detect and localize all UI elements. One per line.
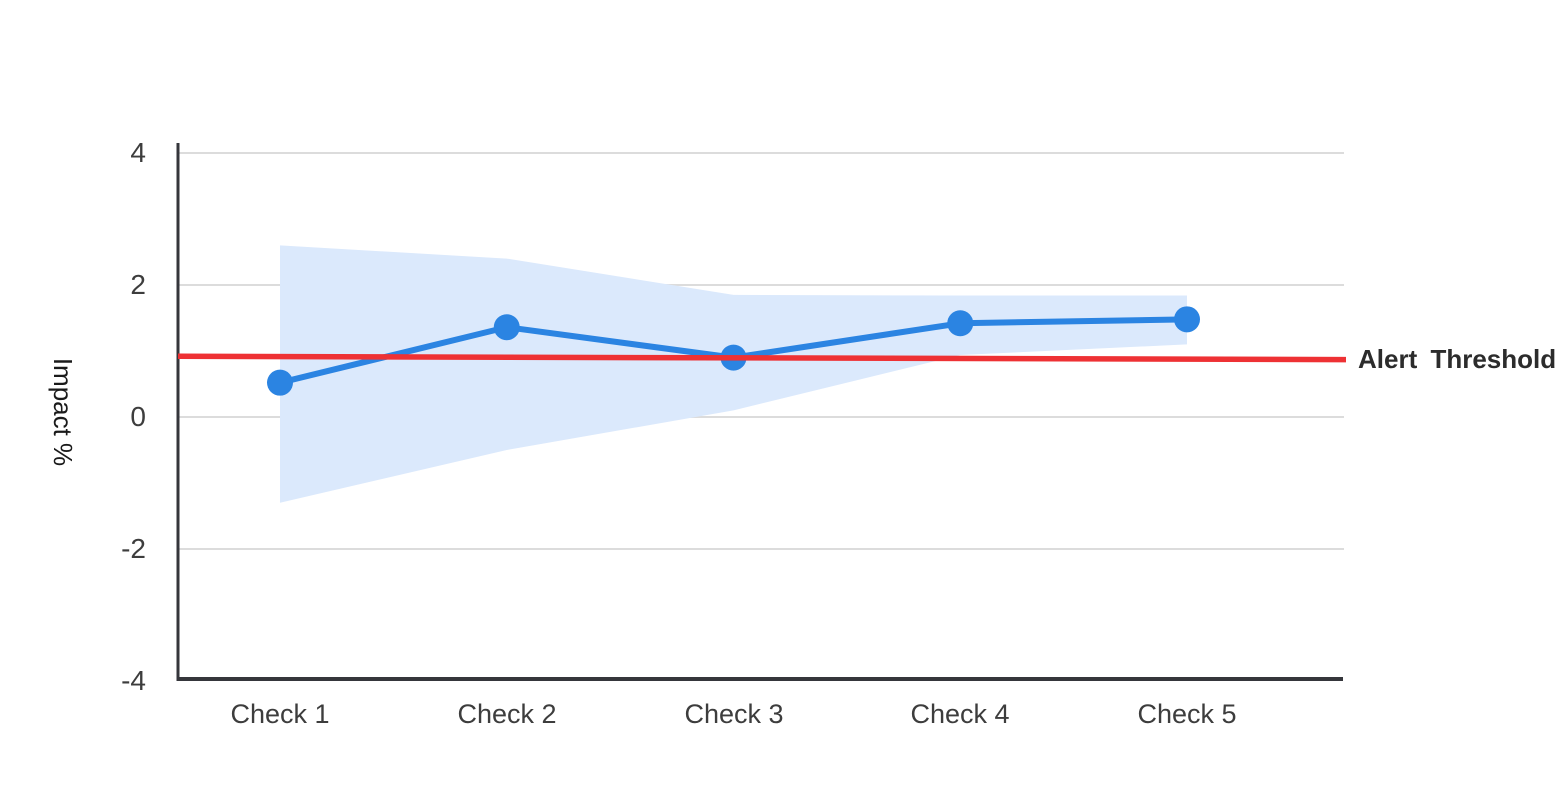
y-tick-label-2: 2 [130,269,146,300]
x-tick-label-check3: Check 3 [684,699,784,729]
data-point-2 [493,314,520,341]
x-tick-label-check1: Check 1 [230,699,330,729]
confidence-band [280,245,1187,503]
data-point-5 [1174,306,1200,333]
data-point-1 [267,369,293,396]
threshold-line-label: Alert Threshold [1358,344,1556,374]
y-tick-label-0: 0 [130,401,146,432]
y-tick-label-neg2: -2 [121,533,146,564]
x-tick-label-check2: Check 2 [457,699,557,729]
threshold-line [177,353,1347,363]
data-point-4 [947,310,974,337]
x-tick-label-check4: Check 4 [910,699,1010,729]
y-tick-label-4: 4 [130,137,146,168]
x-tick-label-check5: Check 5 [1137,699,1237,729]
y-tick-label-neg4: -4 [121,665,146,696]
